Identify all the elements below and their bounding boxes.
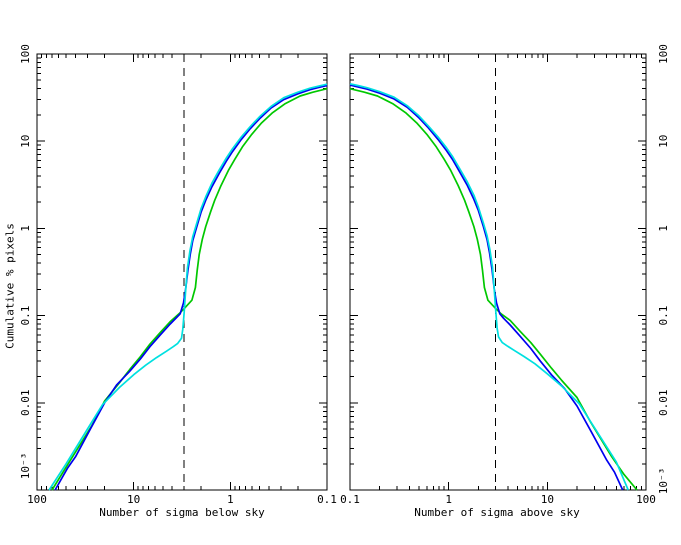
x-axis-title-right: Number of sigma above sky bbox=[414, 506, 580, 519]
x-tick-label: 0.1 bbox=[317, 493, 337, 506]
y-tick-label: 0.01 bbox=[657, 390, 670, 417]
y-tick-label: 0.01 bbox=[19, 390, 32, 417]
x-tick-label: 10 bbox=[127, 493, 140, 506]
series-cyan-right bbox=[349, 82, 629, 491]
right-panel: 0.1 1 10 100 100 10 1 0.1 0.01 10⁻³ bbox=[340, 44, 670, 506]
series-blue-right bbox=[349, 84, 624, 491]
y-tick-label: 1 bbox=[657, 225, 670, 232]
x-tick-label: 100 bbox=[636, 493, 656, 506]
y-tick-label: 10⁻³ bbox=[657, 468, 670, 495]
right-panel-box bbox=[349, 53, 647, 491]
x-tick-label: 1 bbox=[445, 493, 452, 506]
y-tick-label: 10 bbox=[657, 135, 670, 148]
series-blue-left bbox=[54, 84, 328, 491]
y-tick-label: 10 bbox=[19, 135, 32, 148]
y-tick-label: 1 bbox=[19, 225, 32, 232]
y-axis-title: Cumulative % pixels bbox=[3, 223, 17, 349]
y-tick-label: 0.1 bbox=[657, 306, 670, 326]
x-tick-label: 100 bbox=[27, 493, 47, 506]
series-green-left bbox=[51, 87, 328, 491]
left-panel: 100 10 1 0.1 100 10 1 0.1 0.01 10⁻³ bbox=[19, 44, 337, 506]
x-tick-label: 1 bbox=[227, 493, 234, 506]
series-green-right bbox=[349, 87, 638, 491]
left-panel-box bbox=[36, 53, 328, 491]
y-tick-label: 0.1 bbox=[19, 306, 32, 326]
x-tick-label: 0.1 bbox=[340, 493, 360, 506]
y-tick-label: 10⁻³ bbox=[19, 453, 32, 480]
y-tick-label: 100 bbox=[19, 44, 32, 64]
x-tick-label: 10 bbox=[541, 493, 554, 506]
series-cyan-left bbox=[48, 83, 328, 491]
x-axis-title-left: Number of sigma below sky bbox=[99, 506, 265, 519]
y-tick-label: 100 bbox=[657, 44, 670, 64]
